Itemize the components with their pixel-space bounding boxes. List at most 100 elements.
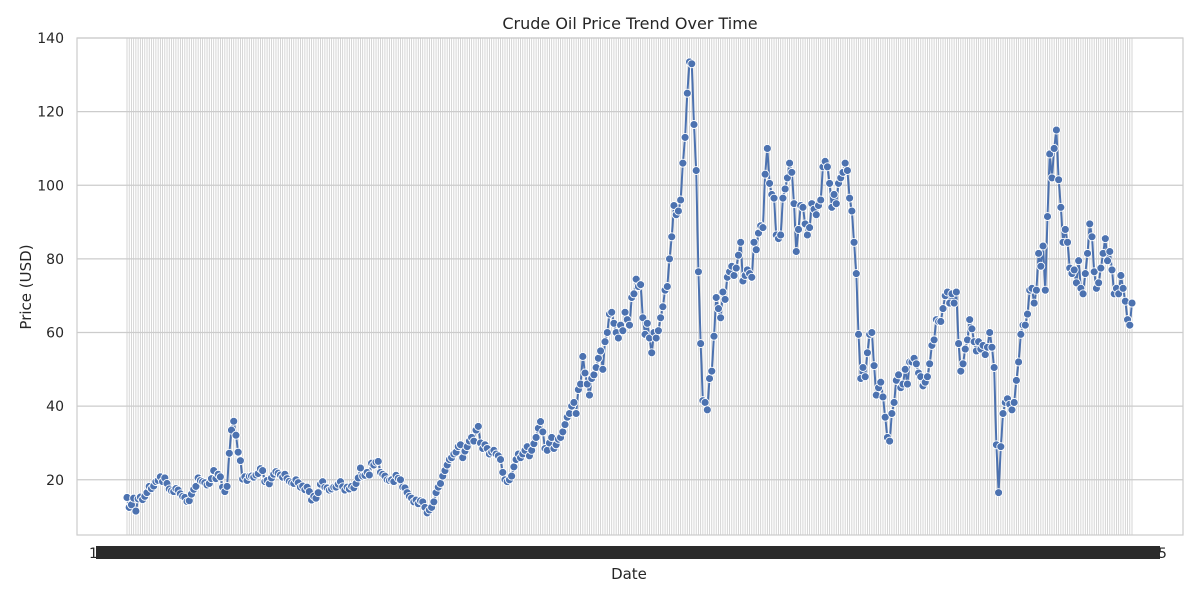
y-tick-label: 80 — [46, 252, 64, 268]
data-point — [885, 436, 895, 446]
data-point — [747, 272, 757, 282]
data-point — [496, 455, 505, 464]
data-point — [373, 456, 383, 466]
data-point — [925, 359, 935, 369]
data-point — [900, 364, 910, 374]
data-point — [1078, 289, 1088, 299]
data-point — [954, 339, 964, 349]
data-point — [498, 467, 508, 477]
data-point — [396, 475, 405, 485]
data-point — [878, 392, 888, 402]
data-point — [696, 339, 706, 349]
data-point — [215, 472, 225, 482]
data-point — [794, 224, 803, 234]
data-point — [780, 184, 790, 194]
data-point — [602, 328, 612, 337]
data-point — [538, 427, 548, 437]
data-point — [922, 372, 932, 382]
data-point — [711, 293, 721, 302]
data-point — [1040, 285, 1050, 295]
x-gridlines — [126, 38, 1133, 535]
data-point — [862, 348, 872, 358]
y-tick-label: 60 — [46, 326, 64, 342]
data-point — [702, 405, 712, 415]
data-point — [769, 193, 779, 203]
data-point — [613, 333, 623, 343]
data-point — [996, 442, 1006, 452]
data-point — [653, 326, 663, 336]
data-point — [656, 313, 666, 323]
data-point — [571, 409, 581, 418]
y-tick-label: 20 — [46, 473, 64, 489]
data-point — [429, 497, 439, 507]
data-point — [1009, 398, 1019, 407]
data-point — [867, 328, 877, 337]
data-point — [1031, 285, 1041, 295]
data-point — [1011, 375, 1021, 385]
data-points — [122, 57, 1137, 518]
data-point — [1051, 125, 1061, 135]
y-axis-label: Price (USD) — [17, 244, 35, 329]
data-point — [598, 364, 608, 374]
data-point — [1014, 357, 1024, 367]
data-point — [436, 479, 445, 488]
data-point — [593, 353, 603, 363]
data-point — [845, 193, 855, 203]
data-point — [713, 304, 723, 314]
data-point — [222, 481, 232, 491]
data-point — [629, 289, 639, 299]
data-point — [580, 368, 590, 378]
data-point — [734, 250, 743, 260]
data-point — [507, 471, 517, 481]
data-point — [887, 409, 897, 418]
data-point — [1074, 256, 1084, 266]
data-point — [805, 223, 815, 233]
data-point — [851, 269, 861, 279]
data-point — [131, 506, 141, 516]
data-point — [229, 416, 239, 426]
data-point — [620, 307, 630, 317]
data-point — [911, 359, 921, 369]
data-point — [673, 206, 683, 216]
data-point — [693, 267, 703, 277]
data-point — [658, 302, 668, 312]
data-point — [802, 230, 812, 240]
data-point — [840, 158, 850, 168]
data-point — [1029, 298, 1039, 308]
data-point — [647, 348, 657, 358]
data-point — [600, 337, 610, 347]
data-point — [1020, 320, 1030, 330]
data-point — [831, 199, 841, 209]
data-point — [758, 223, 768, 233]
data-point — [762, 143, 772, 153]
data-point — [691, 166, 701, 175]
data-point — [1085, 219, 1095, 229]
chart-title: Crude Oil Price Trend Over Time — [502, 14, 757, 33]
data-point — [929, 335, 939, 345]
x-tick-label: 1 — [89, 546, 98, 562]
data-point — [509, 462, 519, 472]
data-point — [1094, 278, 1104, 288]
data-point — [1089, 267, 1099, 277]
data-point — [707, 366, 717, 376]
data-point — [1023, 309, 1032, 319]
data-point — [729, 271, 739, 280]
data-point — [585, 390, 594, 400]
data-point — [847, 206, 857, 216]
data-point — [858, 363, 868, 372]
data-point — [1118, 283, 1128, 293]
data-point — [705, 374, 714, 383]
data-point — [687, 59, 697, 69]
data-point — [578, 352, 588, 361]
data-point — [894, 370, 903, 380]
data-point — [665, 254, 674, 264]
data-point — [938, 304, 948, 314]
data-point — [618, 326, 628, 336]
data-point — [965, 315, 975, 325]
data-point — [1069, 265, 1079, 275]
data-point — [876, 377, 886, 387]
data-point — [958, 359, 968, 369]
data-point — [869, 361, 879, 371]
